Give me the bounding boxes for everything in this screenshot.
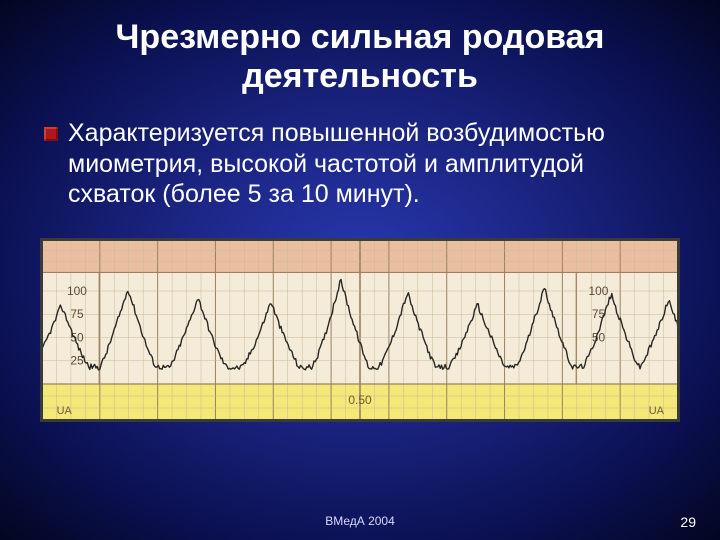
svg-text:100: 100 (67, 284, 87, 298)
svg-text:0.50: 0.50 (348, 393, 372, 407)
bullet-text: Характеризуется повышенной возбудимостью… (68, 118, 676, 210)
bullet-square-icon (44, 127, 58, 141)
page-number: 29 (680, 514, 696, 530)
svg-text:UA: UA (649, 405, 665, 417)
svg-text:75: 75 (592, 307, 606, 321)
bullet-item: Характеризуется повышенной возбудимостью… (40, 118, 680, 210)
slide-title: Чрезмерно сильная родовая деятельность (40, 18, 680, 96)
footer-text: ВМедА 2004 (0, 514, 720, 528)
svg-text:100: 100 (589, 284, 609, 298)
tocogram-chart: 10075502510075500.50UAUA (40, 238, 680, 422)
svg-text:UA: UA (57, 405, 73, 417)
svg-text:75: 75 (70, 307, 84, 321)
chart-canvas: 10075502510075500.50UAUA (42, 240, 678, 420)
